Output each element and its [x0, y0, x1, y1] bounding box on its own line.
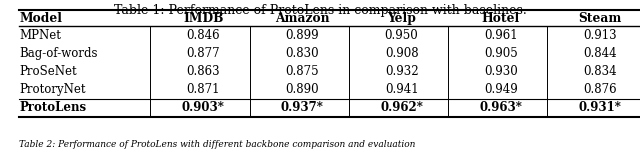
Text: 0.876: 0.876 [583, 83, 617, 96]
Text: ProSeNet: ProSeNet [19, 65, 77, 78]
Text: ProtoryNet: ProtoryNet [19, 83, 86, 96]
Text: 0.877: 0.877 [186, 47, 220, 60]
Text: Yelp: Yelp [387, 12, 416, 25]
Text: Hotel: Hotel [482, 12, 520, 25]
Text: 0.844: 0.844 [583, 47, 617, 60]
Text: 0.871: 0.871 [186, 83, 220, 96]
Text: Amazon: Amazon [275, 12, 330, 25]
Text: 0.937*: 0.937* [281, 101, 324, 114]
Text: 0.863: 0.863 [186, 65, 220, 78]
Text: 0.905: 0.905 [484, 47, 518, 60]
Text: 0.932: 0.932 [385, 65, 419, 78]
Text: 0.961: 0.961 [484, 29, 518, 42]
Text: Table 2: Performance of ProtoLens with different backbone comparison and evaluat: Table 2: Performance of ProtoLens with d… [19, 140, 415, 149]
Text: 0.903*: 0.903* [182, 101, 225, 114]
Text: 0.846: 0.846 [186, 29, 220, 42]
Text: 0.941: 0.941 [385, 83, 419, 96]
Text: 0.908: 0.908 [385, 47, 419, 60]
Text: Model: Model [19, 12, 62, 25]
Text: 0.875: 0.875 [285, 65, 319, 78]
Text: 0.962*: 0.962* [380, 101, 423, 114]
Text: Steam: Steam [579, 12, 621, 25]
Text: 0.930: 0.930 [484, 65, 518, 78]
Text: 0.963*: 0.963* [479, 101, 522, 114]
Text: IMDB: IMDB [183, 12, 223, 25]
Text: ProtoLens: ProtoLens [19, 101, 86, 114]
Text: 0.899: 0.899 [285, 29, 319, 42]
Text: Bag-of-words: Bag-of-words [19, 47, 98, 60]
Text: 0.830: 0.830 [285, 47, 319, 60]
Text: 0.949: 0.949 [484, 83, 518, 96]
Text: 0.890: 0.890 [285, 83, 319, 96]
Text: MPNet: MPNet [19, 29, 61, 42]
Text: 0.931*: 0.931* [579, 101, 621, 114]
Text: 0.834: 0.834 [583, 65, 617, 78]
Text: 0.950: 0.950 [385, 29, 419, 42]
Text: 0.913: 0.913 [583, 29, 617, 42]
Text: Table 1: Performance of ProtoLens in comparison with baselines.: Table 1: Performance of ProtoLens in com… [114, 4, 526, 17]
